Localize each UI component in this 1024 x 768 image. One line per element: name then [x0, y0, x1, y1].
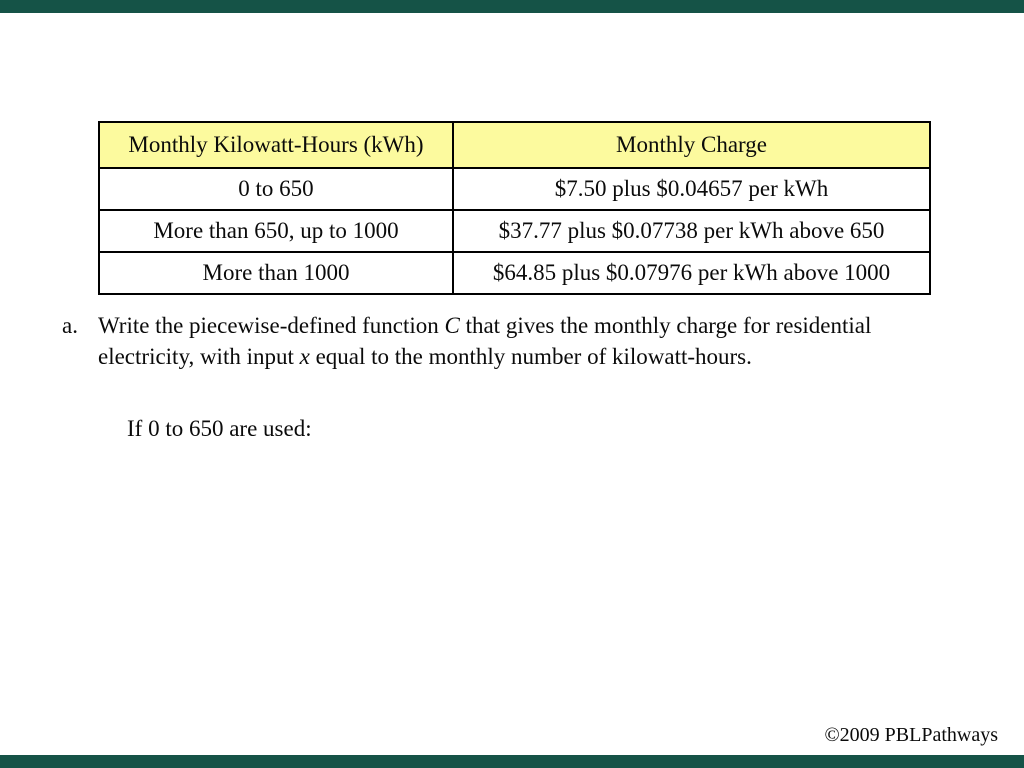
slide-top-border	[0, 0, 1024, 13]
question-label: a.	[62, 313, 78, 338]
function-variable-C: C	[444, 313, 460, 338]
question-item-a: a. Write the piecewise-defined function …	[62, 310, 972, 372]
table-row: More than 650, up to 1000 $37.77 plus $0…	[98, 209, 931, 253]
question-text-part3: equal to the monthly number of kilowatt-…	[309, 344, 752, 369]
copyright-text: ©2009 PBLPathways	[824, 724, 998, 746]
table-cell-kwh-range: More than 1000	[98, 251, 454, 295]
table-cell-charge: $7.50 plus $0.04657 per kWh	[452, 167, 931, 211]
input-variable-x: x	[299, 344, 310, 369]
table-cell-kwh-range: More than 650, up to 1000	[98, 209, 454, 253]
table-row: More than 1000 $64.85 plus $0.07976 per …	[98, 251, 931, 295]
question-text-part2: that gives the monthly charge for reside…	[98, 313, 872, 369]
question-text: Write the piecewise-defined function C t…	[98, 310, 970, 372]
rate-table: Monthly Kilowatt-Hours (kWh) Monthly Cha…	[98, 121, 931, 295]
table-cell-charge: $37.77 plus $0.07738 per kWh above 650	[452, 209, 931, 253]
slide-bottom-border	[0, 755, 1024, 768]
col-header-kwh: Monthly Kilowatt-Hours (kWh)	[98, 121, 454, 169]
case-prompt-text: If 0 to 650 are used:	[127, 416, 312, 441]
table-header-row: Monthly Kilowatt-Hours (kWh) Monthly Cha…	[98, 121, 931, 169]
table-cell-kwh-range: 0 to 650	[98, 167, 454, 211]
col-header-charge: Monthly Charge	[452, 121, 931, 169]
question-text-part1: Write the piecewise-defined function	[98, 313, 445, 338]
table-row: 0 to 650 $7.50 plus $0.04657 per kWh	[98, 167, 931, 211]
table-cell-charge: $64.85 plus $0.07976 per kWh above 1000	[452, 251, 931, 295]
